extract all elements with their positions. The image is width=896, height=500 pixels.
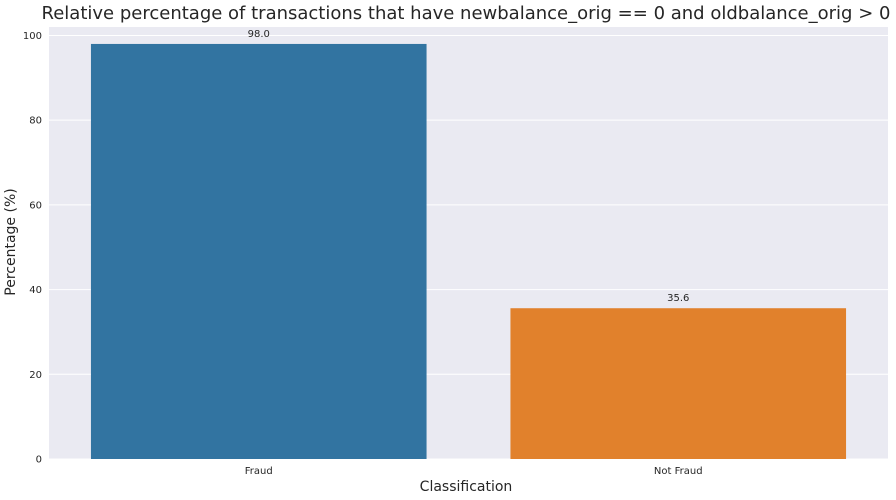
- y-tick-label: 80: [29, 116, 42, 127]
- y-tick-labels: 0 20 40 60 80 100: [23, 31, 42, 466]
- x-tick-label: Not Fraud: [654, 466, 703, 477]
- x-tick-label: Fraud: [245, 466, 273, 477]
- bar-value-label: 98.0: [248, 29, 270, 40]
- y-axis-label: Percentage (%): [3, 188, 19, 295]
- bar: [510, 308, 847, 459]
- y-tick-label: 100: [23, 31, 42, 42]
- bars: [90, 43, 847, 460]
- y-tick-label: 60: [29, 200, 42, 211]
- y-tick-label: 0: [36, 455, 42, 466]
- x-tick-labels: Fraud Not Fraud: [245, 466, 703, 477]
- chart-title: Relative percentage of transactions that…: [42, 3, 891, 24]
- bar-value-label: 35.6: [667, 293, 689, 304]
- bar: [90, 43, 427, 460]
- x-axis-label: Classification: [420, 479, 513, 495]
- y-tick-label: 20: [29, 370, 42, 381]
- data-labels: 98.0 35.6: [248, 29, 690, 304]
- y-tick-label: 40: [29, 285, 42, 296]
